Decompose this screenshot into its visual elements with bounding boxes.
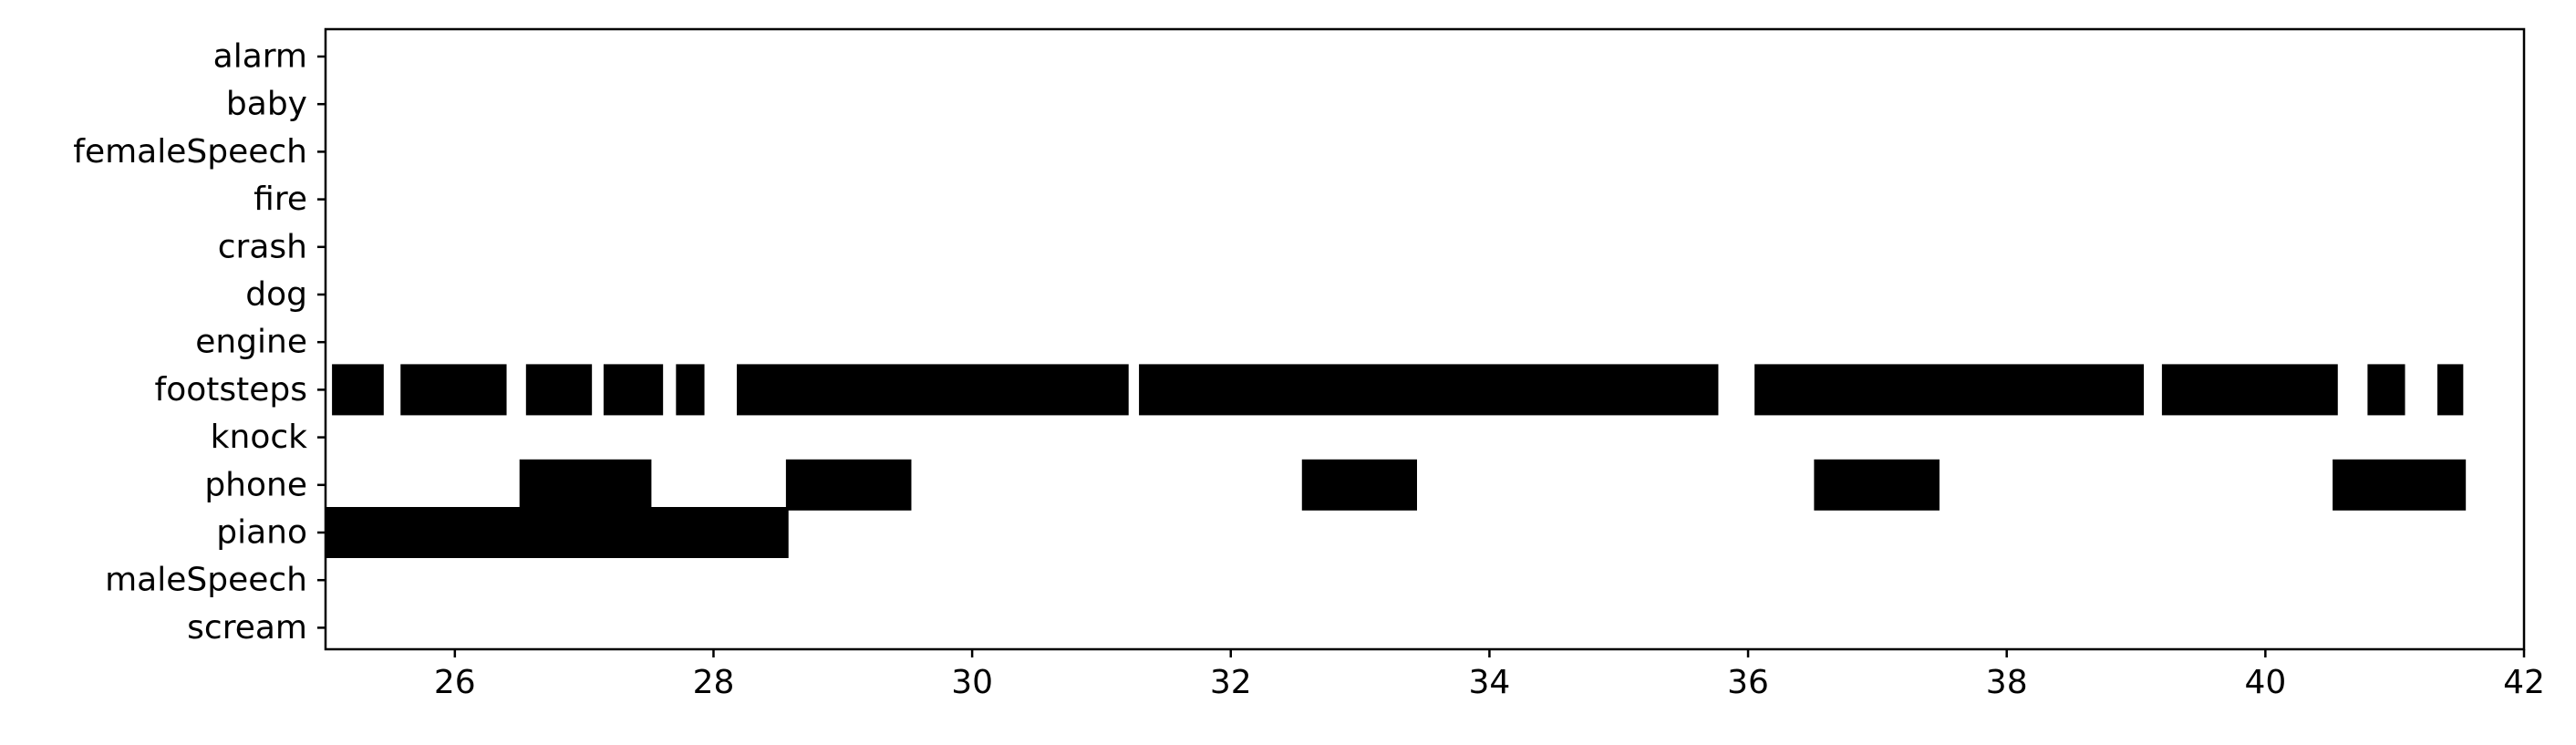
- event-bar-footsteps-7: [1754, 364, 2145, 416]
- event-bar-phone-13: [1301, 459, 1417, 511]
- ytick-label-femaleSpeech: femaleSpeech: [73, 133, 307, 171]
- ytick-label-dog: dog: [245, 276, 307, 314]
- event-bar-footsteps-0: [332, 364, 384, 416]
- ytick-label-alarm: alarm: [213, 38, 307, 76]
- xtick-label-32: 32: [1210, 664, 1252, 701]
- event-bar-footsteps-10: [2436, 364, 2464, 416]
- xtick-label-30: 30: [951, 664, 993, 701]
- event-bar-phone-15: [2333, 459, 2467, 511]
- xtick-label-42: 42: [2503, 664, 2545, 701]
- ytick-label-baby: baby: [226, 86, 307, 123]
- event-bar-footsteps-6: [1139, 364, 1719, 416]
- event-bar-footsteps-2: [525, 364, 593, 416]
- event-bar-footsteps-4: [676, 364, 705, 416]
- event-bar-footsteps-5: [736, 364, 1129, 416]
- ytick-label-fire: fire: [253, 181, 307, 218]
- ytick-label-knock: knock: [211, 419, 307, 456]
- ytick-label-footsteps: footsteps: [155, 371, 307, 409]
- event-bar-phone-11: [519, 459, 652, 511]
- event-bar-footsteps-8: [2161, 364, 2338, 416]
- ytick-label-piano: piano: [216, 514, 307, 552]
- xtick-label-28: 28: [693, 664, 735, 701]
- event-bar-phone-12: [785, 459, 912, 511]
- xtick-label-26: 26: [434, 664, 476, 701]
- y-axis: alarm baby femaleSpeech fire crash dog engine f…: [73, 38, 326, 647]
- xtick-label-34: 34: [1469, 664, 1511, 701]
- event-bar-footsteps-1: [400, 364, 507, 416]
- event-bar-footsteps-9: [2367, 364, 2405, 416]
- event-bar-footsteps-3: [603, 364, 664, 416]
- xtick-label-38: 38: [1986, 664, 2028, 701]
- xtick-label-36: 36: [1727, 664, 1769, 701]
- plot-frame: [324, 27, 2526, 651]
- ytick-label-engine: engine: [195, 324, 307, 361]
- ytick-label-maleSpeech: maleSpeech: [105, 562, 307, 599]
- ytick-label-scream: scream: [187, 609, 307, 647]
- event-bar-phone-14: [1814, 459, 1940, 511]
- event-bar-piano-16: [326, 507, 789, 558]
- ytick-label-crash: crash: [218, 228, 307, 265]
- bars-layer: [326, 364, 2467, 558]
- x-axis: 26 28 30 32 34 36 38 40 42: [434, 649, 2545, 701]
- ytick-label-phone: phone: [204, 466, 307, 503]
- xtick-label-40: 40: [2244, 664, 2286, 701]
